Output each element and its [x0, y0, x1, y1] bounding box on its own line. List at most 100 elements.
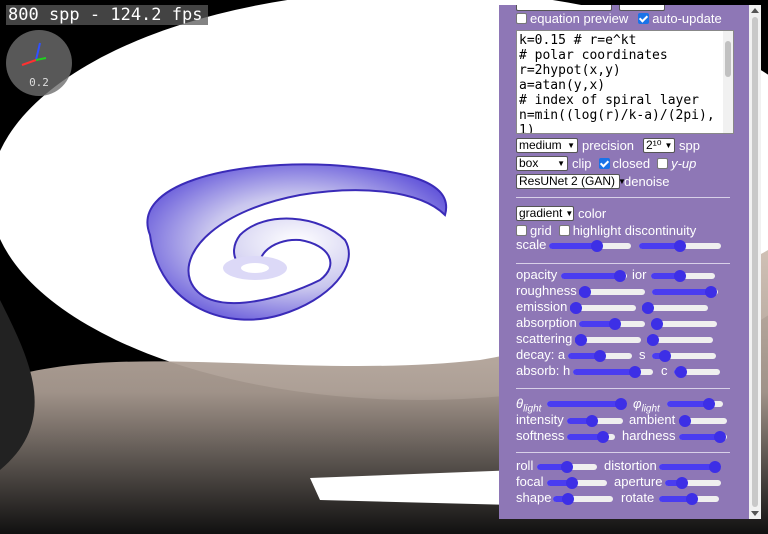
slider-handle[interactable] — [705, 286, 718, 298]
slider-handle[interactable] — [570, 302, 582, 314]
slider-handle[interactable] — [590, 240, 603, 252]
equation-preview-checkbox[interactable] — [516, 12, 527, 24]
emission-secondary-slider[interactable] — [642, 300, 708, 316]
absorb-h-slider[interactable] — [573, 364, 653, 380]
top-select-right[interactable] — [619, 5, 665, 11]
closed-checkbox[interactable] — [598, 157, 610, 169]
slider-handle[interactable] — [629, 366, 642, 378]
decay-a-slider[interactable] — [568, 348, 632, 364]
color-value: gradient — [519, 206, 563, 220]
slider-handle[interactable] — [674, 240, 686, 252]
code-line: a=atan(y,x) — [519, 78, 606, 93]
roughness-slider[interactable] — [579, 284, 645, 300]
emission-slider[interactable] — [570, 300, 636, 316]
absorb-c-slider[interactable] — [674, 364, 720, 380]
absorb-h-label: absorb: h — [516, 363, 571, 378]
slider-handle[interactable] — [679, 415, 691, 427]
distortion-slider[interactable] — [659, 459, 721, 475]
scroll-down-icon[interactable] — [751, 511, 759, 516]
divider — [516, 263, 730, 264]
y-up-checkbox[interactable] — [657, 157, 669, 169]
equation-preview-row[interactable]: equation preview auto-update — [516, 10, 722, 26]
divider — [516, 388, 730, 389]
opacity-slider[interactable] — [561, 268, 627, 284]
slider-handle[interactable] — [566, 477, 579, 489]
scattering-secondary-slider[interactable] — [647, 332, 713, 348]
phi-light-slider[interactable] — [667, 396, 723, 412]
equation-editor[interactable]: k=0.15 # r=e^kt # polar coordinates r=2hyp… — [516, 30, 734, 134]
decay-s-slider[interactable] — [652, 348, 716, 364]
aperture-label: aperture — [614, 474, 663, 489]
slider-handle[interactable] — [586, 415, 599, 427]
auto-update-checkbox[interactable] — [638, 12, 650, 24]
slider-handle[interactable] — [686, 493, 698, 505]
panel-scrollbar[interactable] — [749, 5, 761, 519]
axis-value: 0.2 — [29, 76, 49, 89]
scattering-slider[interactable] — [575, 332, 641, 348]
slider-handle[interactable] — [614, 270, 627, 282]
ior-slider[interactable] — [651, 268, 715, 284]
slider-track — [570, 305, 636, 311]
slider-fill — [679, 434, 720, 440]
precision-select[interactable]: medium ▼ — [516, 137, 578, 153]
slider-handle[interactable] — [647, 334, 659, 346]
softness-slider[interactable] — [567, 429, 615, 445]
slider-handle[interactable] — [561, 461, 573, 473]
slider-fill — [568, 353, 600, 359]
theta-light-slider[interactable] — [547, 396, 627, 412]
denoise-select[interactable]: ResUNet 2 (GAN) ▼ — [516, 173, 626, 189]
scale-secondary-slider[interactable] — [639, 238, 721, 254]
scroll-up-icon[interactable] — [751, 8, 759, 13]
code-line: k=0.15 # r=e^kt — [519, 33, 637, 48]
rotate-slider[interactable] — [659, 491, 719, 507]
ambient-slider[interactable] — [679, 413, 727, 429]
slider-track — [665, 480, 721, 486]
slider-handle[interactable] — [713, 431, 726, 443]
roughness-secondary-slider[interactable] — [652, 284, 718, 300]
focal-slider[interactable] — [547, 475, 607, 491]
spp-select[interactable]: 2¹⁰ ▼ — [643, 137, 676, 153]
slider-handle[interactable] — [642, 302, 654, 314]
slider-handle[interactable] — [658, 350, 671, 362]
slider-fill — [573, 369, 636, 375]
hardness-slider[interactable] — [679, 429, 727, 445]
intensity-slider[interactable] — [567, 413, 623, 429]
aperture-slider[interactable] — [665, 475, 721, 491]
code-line: n=min((log(r)/k-a)/(2pi), — [519, 108, 715, 123]
roughness-label: roughness — [516, 283, 577, 298]
scale-slider[interactable] — [549, 238, 631, 254]
top-select-left[interactable] — [516, 5, 612, 11]
slider-handle[interactable] — [673, 270, 686, 282]
slider-handle[interactable] — [562, 493, 574, 505]
color-select[interactable]: gradient ▼ — [516, 205, 574, 221]
slider-handle[interactable] — [575, 334, 587, 346]
scattering-label: scattering — [516, 331, 573, 346]
decay-s-label: s — [639, 347, 646, 362]
slider-handle[interactable] — [674, 366, 687, 378]
spp-value: 2¹⁰ — [646, 138, 662, 152]
slider-handle[interactable] — [703, 398, 715, 410]
slider-handle[interactable] — [651, 318, 663, 330]
slider-handle[interactable] — [609, 318, 622, 330]
absorption-secondary-slider[interactable] — [651, 316, 717, 332]
axis-gizmo[interactable]: 0.2 — [6, 30, 72, 96]
clip-select[interactable]: box ▼ — [516, 155, 568, 171]
stats-readout: 800 spp - 124.2 fps — [6, 5, 209, 25]
chevron-down-icon: ▼ — [557, 158, 565, 168]
slider-handle[interactable] — [615, 398, 627, 410]
shape-slider[interactable] — [553, 491, 613, 507]
scrollbar-thumb[interactable] — [752, 17, 758, 507]
slider-handle[interactable] — [675, 477, 688, 489]
opacity-label: opacity — [516, 267, 558, 282]
slider-handle[interactable] — [597, 431, 609, 443]
grid-checkbox[interactable] — [516, 224, 527, 236]
absorption-slider[interactable] — [579, 316, 645, 332]
slider-handle[interactable] — [708, 461, 721, 473]
slider-handle[interactable] — [594, 350, 606, 362]
intensity-label: intensity — [516, 412, 564, 427]
slider-handle[interactable] — [579, 286, 591, 298]
slider-fill — [547, 480, 573, 486]
highlight-checkbox[interactable] — [558, 224, 570, 236]
roll-slider[interactable] — [537, 459, 597, 475]
editor-scrollbar[interactable] — [723, 31, 733, 133]
